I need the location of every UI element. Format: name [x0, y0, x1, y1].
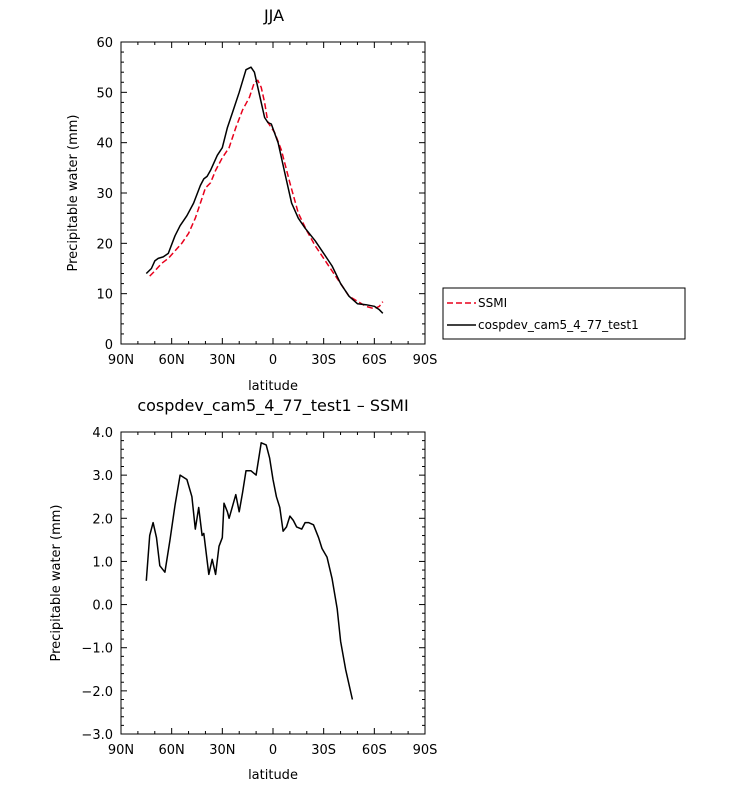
panel-top-title: JJA	[263, 6, 284, 25]
panel-top-y-ticks: 0 10 20 30 40 50 60	[96, 36, 425, 353]
panel-bottom-y-axis-label: Precipitable water (mm)	[49, 505, 64, 662]
y-tick-label: −3.0	[81, 728, 113, 743]
y-tick-label: 2.0	[92, 512, 113, 527]
x-tick-label: 60S	[362, 353, 387, 368]
legend: SSMI cospdev_cam5_4_77_test1	[442, 287, 686, 340]
y-tick-label: −1.0	[81, 642, 113, 657]
panel-top-y-axis-label: Precipitable water (mm)	[66, 115, 81, 272]
panel-top-x-axis-label: latitude	[248, 379, 298, 394]
y-tick-label: 1.0	[92, 555, 113, 570]
x-tick-label: 30N	[209, 353, 235, 368]
panel-bottom: cospdev_cam5_4_77_test1 – SSMI 90N 60N 30N…	[49, 396, 437, 783]
y-tick-label: 10	[96, 288, 113, 303]
series-line-top-0	[149, 79, 384, 310]
y-tick-label: 4.0	[92, 426, 113, 441]
legend-box	[442, 287, 686, 340]
panel-top-frame	[120, 41, 426, 345]
y-tick-label: 60	[96, 36, 113, 51]
x-tick-label: 30S	[311, 743, 336, 758]
panel-top: JJA 90N 60N 30N 0 30S 60S 90S 0 10 20 30 40 50 60 la…	[66, 6, 437, 394]
x-tick-label: 90S	[413, 743, 438, 758]
panel-bottom-x-axis-label: latitude	[248, 768, 298, 783]
y-tick-label: 3.0	[92, 469, 113, 484]
panel-top-x-ticks: 90N 60N 30N 0 30S 60S 90S	[108, 42, 438, 368]
x-tick-label: 0	[269, 743, 277, 758]
legend-model-label: cospdev_cam5_4_77_test1	[478, 318, 639, 332]
y-tick-label: 30	[96, 187, 113, 202]
panel-bottom-series	[145, 442, 354, 700]
legend-ssmi-label: SSMI	[478, 296, 507, 310]
x-tick-label: 60N	[159, 743, 185, 758]
panel-bottom-title: cospdev_cam5_4_77_test1 – SSMI	[137, 396, 408, 416]
x-tick-label: 90S	[413, 353, 438, 368]
y-tick-label: 0.0	[92, 599, 113, 614]
y-tick-label: 40	[96, 137, 113, 152]
panel-bottom-x-ticks: 90N 60N 30N 0 30S 60S 90S	[108, 432, 438, 758]
x-tick-label: 60N	[159, 353, 185, 368]
panel-bottom-y-ticks: −3.0 −2.0 −1.0 0.0 1.0 2.0 3.0 4.0	[81, 426, 425, 743]
x-tick-label: 30N	[209, 743, 235, 758]
y-tick-label: 0	[105, 338, 113, 353]
x-tick-label: 60S	[362, 743, 387, 758]
y-tick-label: 20	[96, 237, 113, 252]
x-tick-label: 0	[269, 353, 277, 368]
panel-top-series	[145, 66, 384, 314]
x-tick-label: 90N	[108, 743, 134, 758]
series-line-bottom-0	[145, 442, 354, 700]
y-tick-label: 50	[96, 86, 113, 101]
y-tick-label: −2.0	[81, 685, 113, 700]
series-line-top-1	[145, 66, 384, 314]
x-tick-label: 90N	[108, 353, 134, 368]
x-tick-label: 30S	[311, 353, 336, 368]
